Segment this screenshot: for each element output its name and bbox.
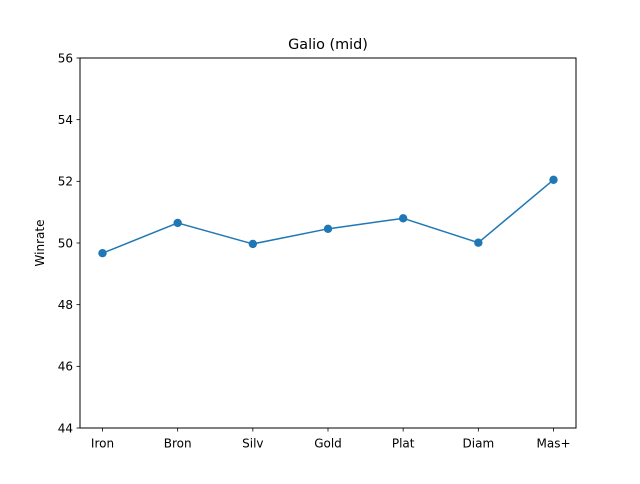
data-point-marker: [549, 175, 558, 184]
chart-title: Galio (mid): [288, 37, 368, 53]
y-tick-label: 46: [58, 360, 73, 374]
x-tick-label: Diam: [463, 437, 495, 451]
data-point-marker: [398, 214, 408, 223]
x-tick-label: Silv: [242, 437, 263, 451]
plot-area-frame: [79, 57, 577, 429]
y-tick-label: 56: [58, 51, 73, 65]
data-point-marker: [474, 238, 483, 247]
y-tick-label: 50: [58, 236, 73, 250]
x-tick-label: Iron: [91, 437, 114, 451]
data-point-marker: [173, 218, 182, 228]
x-tick-label: Gold: [314, 437, 342, 451]
x-tick-label: Mas+: [536, 437, 570, 451]
y-tick-label: 48: [58, 298, 73, 312]
series-layer: [98, 175, 558, 258]
data-point-marker: [323, 224, 333, 234]
x-tick-label: Bron: [164, 437, 192, 451]
y-tick-label: 52: [58, 175, 73, 189]
y-axis-label: Winrate: [33, 220, 47, 267]
y-tick-label: 44: [58, 421, 73, 435]
data-point-marker: [98, 248, 107, 258]
y-tick-label: 54: [58, 113, 73, 127]
data-point-marker: [248, 239, 258, 249]
tick-layer: 44 46 48 50 52 54 56 Iron Bron Silv Gold Plat Diam Ma…: [58, 51, 571, 450]
x-tick-label: Plat: [392, 437, 415, 451]
